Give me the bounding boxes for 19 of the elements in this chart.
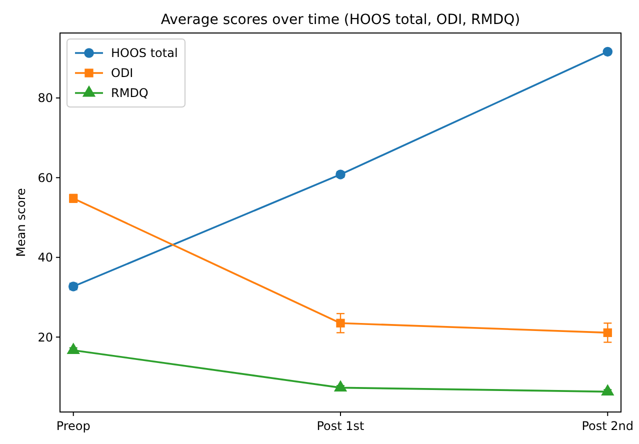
point <box>603 328 612 338</box>
legend-label: HOOS total <box>111 46 178 60</box>
point <box>66 342 80 354</box>
point <box>602 46 613 57</box>
point <box>336 170 346 180</box>
point <box>336 318 345 328</box>
y-tick-label: 60 <box>38 170 53 185</box>
legend-label: ODI <box>111 66 134 80</box>
y-tick-label: 40 <box>38 250 53 265</box>
x-tick-label: Post 1st <box>316 419 365 433</box>
y-tick-label: 80 <box>38 91 53 106</box>
chart-title: Average scores over time (HOOS total, ODI, RMDQ) <box>160 12 520 28</box>
y-axis-title: Mean score <box>14 188 28 257</box>
x-tick-label: Preop <box>56 419 90 433</box>
legend-label: RMDQ <box>111 86 148 100</box>
y-tick-label: 20 <box>38 330 53 344</box>
point <box>334 380 348 392</box>
x-tick-label: Post 2nd <box>582 419 634 433</box>
point <box>601 384 614 396</box>
